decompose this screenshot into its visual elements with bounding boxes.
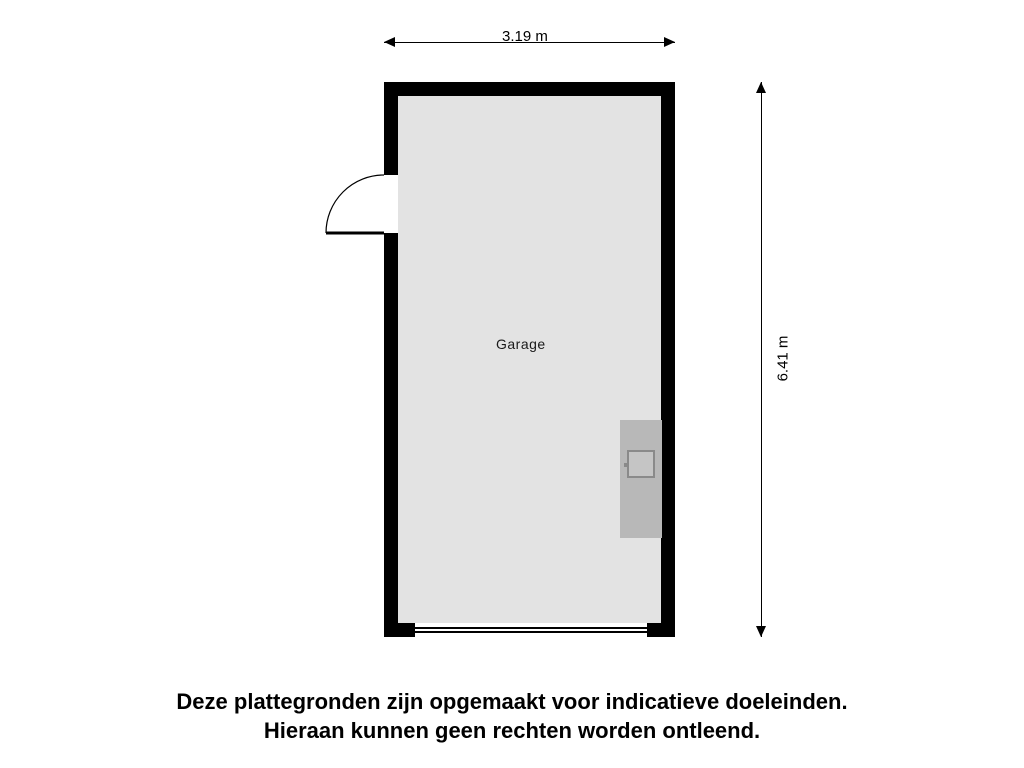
fixture-utility-panel <box>627 450 655 478</box>
wall-left-upper <box>384 82 398 175</box>
fixture-handle <box>624 463 629 467</box>
wall-top <box>384 82 675 96</box>
dim-width-arrow-left <box>384 37 395 47</box>
room-label-garage: Garage <box>496 336 546 352</box>
disclaimer: Deze plattegronden zijn opgemaakt voor i… <box>0 688 1024 745</box>
floorplan-canvas: 3.19 m 6.41 m Garage D <box>0 0 1024 768</box>
dim-height-line <box>761 82 762 637</box>
wall-right <box>661 82 675 637</box>
side-door-swing <box>314 163 394 243</box>
garage-door <box>415 627 647 633</box>
dim-height-arrow-top <box>756 82 766 93</box>
disclaimer-line-2: Hieraan kunnen geen rechten worden ontle… <box>0 717 1024 746</box>
room-fill <box>398 96 661 623</box>
dim-width-label: 3.19 m <box>502 28 548 45</box>
wall-left-lower <box>384 233 398 637</box>
dim-height-label: 6.41 m <box>774 336 791 382</box>
disclaimer-line-1: Deze plattegronden zijn opgemaakt voor i… <box>0 688 1024 717</box>
floorplan <box>384 82 675 637</box>
dim-height-arrow-bottom <box>756 626 766 637</box>
dim-width-arrow-right <box>664 37 675 47</box>
wall-bottom-right <box>647 623 675 637</box>
wall-bottom-left <box>384 623 415 637</box>
fixture-utility <box>620 420 662 538</box>
